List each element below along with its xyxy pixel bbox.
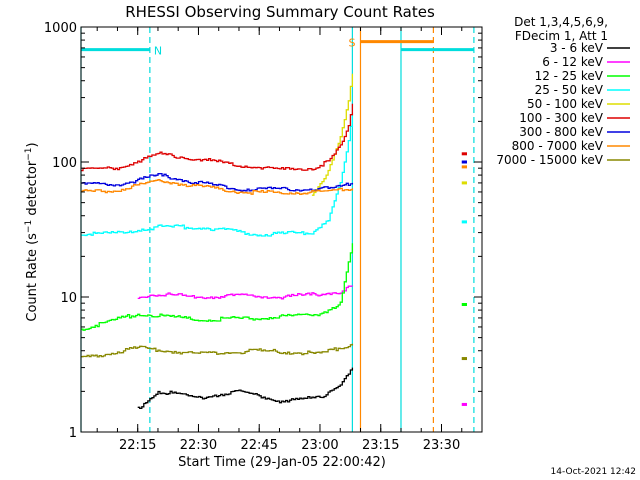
legend-label: 300 - 800 keV [519, 125, 603, 139]
y-tick-label: 10 [60, 291, 77, 306]
legend-label: 25 - 50 keV [535, 83, 604, 97]
series-line-2 [81, 243, 354, 331]
series-line-6 [81, 172, 354, 192]
legend-label: 7000 - 15000 keV [496, 153, 603, 167]
x-tick-label: 22:15 [119, 438, 156, 453]
series-layer [81, 73, 467, 410]
legend: Det 1,3,4,5,6,9, FDecim 1, Att 1 3 - 6 k… [496, 15, 630, 167]
series-line-7 [81, 178, 354, 195]
y-axis-label-sup-1: −1 [24, 220, 34, 233]
series-line-0 [137, 367, 354, 410]
y-axis-label-text-2: detector [25, 160, 40, 220]
y-axis-label: Count Rate (s−1 detector−1) [24, 142, 40, 321]
y-tick-label: 1 [69, 426, 77, 441]
legend-label: 50 - 100 keV [527, 97, 604, 111]
legend-label: 100 - 300 keV [519, 111, 603, 125]
y-axis-label-text-1: Count Rate (s [25, 233, 40, 322]
chart-title: RHESSI Observing Summary Count Rates [125, 3, 435, 21]
y-axis-ticks: 1 10 100 1000 [44, 21, 482, 441]
timestamp: 14-Oct-2021 12:42 [551, 467, 636, 477]
series-line-4 [311, 73, 354, 196]
flag-label: N [154, 45, 162, 58]
series-line-3 [81, 113, 354, 237]
x-axis-label: Start Time (29-Jan-05 22:00:42) [178, 455, 386, 470]
x-axis-ticks: 22:15 22:30 22:45 23:00 23:15 23:30 [96, 27, 483, 453]
x-tick-label: 23:00 [301, 438, 338, 453]
x-tick-label: 23:30 [423, 438, 460, 453]
legend-label: 6 - 12 keV [542, 55, 604, 69]
y-axis-label-sup-2: −1 [24, 147, 34, 160]
plot-frame [80, 26, 483, 433]
x-tick-label: 23:15 [362, 438, 399, 453]
legend-label: 12 - 25 keV [535, 69, 604, 83]
legend-label: 800 - 7000 keV [512, 139, 604, 153]
flag-label: S [348, 37, 355, 50]
y-tick-label: 1000 [44, 21, 77, 36]
series-line-1 [137, 285, 354, 300]
legend-label: 3 - 6 keV [550, 41, 604, 55]
y-axis-label-text-3: ) [25, 142, 40, 147]
legend-header-line-1: Det 1,3,4,5,6,9, [514, 15, 608, 29]
x-tick-label: 22:30 [180, 438, 217, 453]
legend-header-line-2: FDecim 1, Att 1 [515, 29, 608, 43]
series-line-8 [81, 343, 354, 358]
series-line-5 [81, 103, 354, 172]
x-tick-label: 22:45 [240, 438, 277, 453]
y-tick-label: 100 [52, 156, 77, 171]
